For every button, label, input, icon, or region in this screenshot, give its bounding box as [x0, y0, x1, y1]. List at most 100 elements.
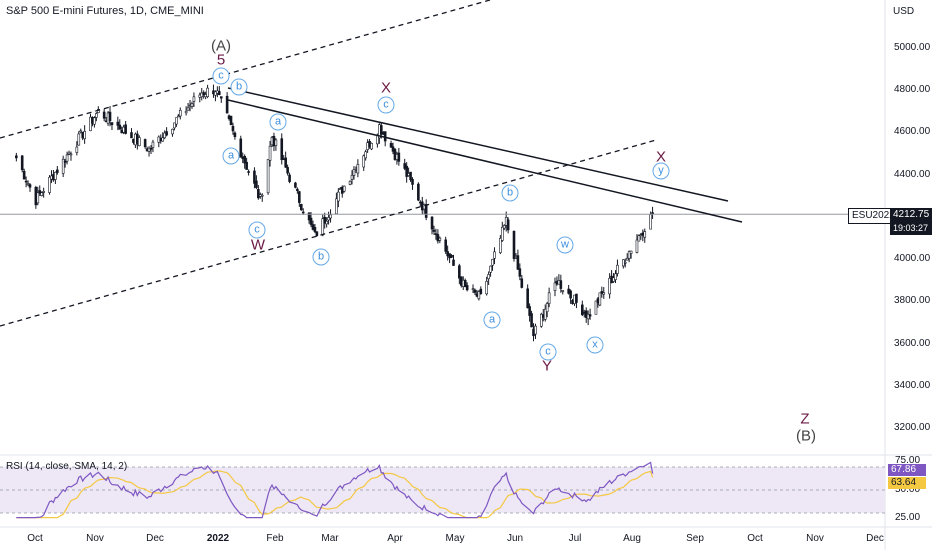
candle-body [500, 226, 504, 241]
candle-body [643, 231, 647, 238]
candle-body [274, 139, 278, 146]
candle-body [479, 288, 483, 294]
upper-resistance-line [227, 87, 729, 202]
candle-body [329, 214, 332, 219]
candle-body [301, 211, 305, 214]
time-tick-label: 2022 [206, 533, 230, 544]
wave-circle-label: a [269, 113, 287, 131]
candle-body [543, 308, 547, 320]
candle-body [171, 128, 174, 135]
candle-body [417, 183, 420, 201]
wave-label-y: Y [541, 357, 553, 375]
candle-body [575, 293, 578, 303]
candle-body [298, 191, 301, 203]
candle-body [540, 313, 543, 327]
candle-body [342, 185, 346, 192]
price-tick-label: 3600.00 [894, 337, 931, 349]
candle-body [598, 292, 602, 306]
candle-body [294, 182, 297, 188]
candle-body [280, 138, 284, 161]
candle-body [588, 314, 592, 317]
candle-body [130, 132, 133, 139]
candle-body [350, 174, 354, 180]
candle-body [124, 124, 127, 134]
wave-circle-label: c [377, 96, 395, 114]
candle-body [506, 219, 510, 231]
candle-body [65, 154, 69, 162]
candle-body [75, 146, 79, 153]
rsi-title: RSI (14, close, SMA, 14, 2) [6, 461, 128, 472]
wave-circle-label: b [501, 184, 519, 202]
wave-circle-label: c [248, 221, 266, 239]
rsi-ma-line [16, 470, 654, 519]
candle-body [202, 92, 205, 95]
candle-body [545, 303, 549, 313]
candle-body [54, 172, 57, 180]
candle-body [184, 110, 188, 114]
candle-body [307, 212, 311, 221]
rsi-ma-value-tag: 63.64 [888, 477, 926, 489]
candle-body [260, 194, 264, 197]
candle-body [323, 216, 326, 224]
candle-body [473, 289, 477, 293]
candle-body [239, 138, 243, 158]
candle-body [438, 237, 442, 241]
candle-body [288, 174, 291, 182]
candle-body [489, 265, 492, 273]
candle-body [93, 117, 96, 125]
candle-body [233, 132, 237, 138]
price-tick-label: 3200.00 [894, 422, 931, 433]
candle-body [83, 131, 86, 140]
candle-body [178, 109, 182, 117]
wave-circle-label: y [652, 162, 670, 180]
candle-body [526, 288, 529, 309]
rsi-band [0, 467, 885, 513]
candle-body [24, 180, 28, 183]
candle-body [629, 250, 633, 254]
candle-body [177, 115, 180, 118]
last-price-tag: 4212.75 [890, 208, 932, 222]
time-tick-label: Feb [266, 533, 284, 544]
rsi-value-tag: 67.86 [888, 464, 926, 476]
candle-body [190, 103, 194, 107]
candle-body [22, 170, 26, 180]
candle-body [528, 306, 531, 316]
candle-body [356, 164, 360, 174]
candle-body [61, 158, 65, 174]
currency-label: USD [893, 6, 915, 17]
time-tick-label: Oct [747, 533, 763, 544]
time-tick-label: Apr [387, 533, 403, 544]
wave-circle-label: a [222, 147, 240, 165]
candle-body [186, 107, 190, 111]
wave-circle-label: x [586, 336, 604, 354]
candle-body [430, 216, 434, 230]
candle-body [471, 288, 475, 290]
candle-body [623, 261, 627, 264]
candle-body [530, 313, 533, 328]
rsi-tick-75: 75.00 [895, 455, 921, 466]
candle-body [608, 278, 611, 295]
lower-channel-line [0, 139, 657, 327]
candle-body [151, 141, 155, 148]
candle-body [637, 235, 641, 242]
countdown-tag: 19:03:27 [890, 221, 932, 235]
candle-body [493, 251, 496, 259]
wave-label-z: Z [800, 410, 810, 428]
wave-label-5: 5 [216, 51, 226, 69]
candle-body [116, 121, 120, 126]
time-tick-label: Nov [86, 533, 104, 544]
candle-body [40, 192, 44, 196]
candle-body [436, 234, 440, 242]
candle-body [465, 285, 469, 291]
candle-body [516, 255, 520, 270]
candle-body [411, 179, 414, 185]
candle-body [149, 148, 153, 150]
candle-body [649, 214, 652, 230]
candle-body [26, 183, 30, 186]
price-tick-label: 4400.00 [894, 168, 931, 180]
candle-body [147, 147, 151, 152]
wave-circle-label: c [212, 67, 230, 85]
candle-body [311, 224, 315, 230]
candle-body [485, 281, 488, 295]
